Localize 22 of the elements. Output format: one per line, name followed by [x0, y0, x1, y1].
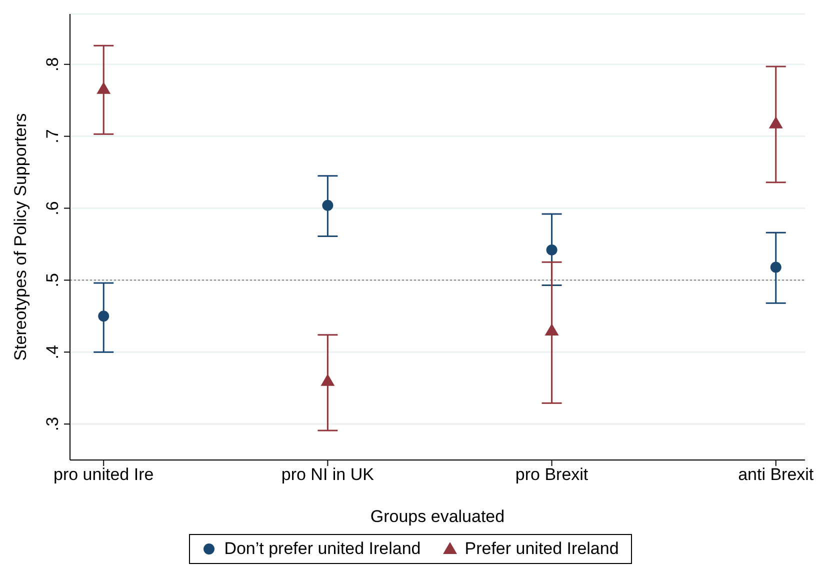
- point: [546, 244, 558, 256]
- point: [768, 116, 783, 128]
- y-tick-label: .6: [43, 201, 62, 216]
- y-tick-label: .8: [43, 57, 62, 72]
- x-tick-label: anti Brexit: [738, 465, 814, 484]
- point: [320, 374, 335, 386]
- y-tick-label: .4: [43, 345, 62, 360]
- point: [96, 82, 111, 94]
- point: [544, 324, 559, 336]
- x-axis-title: Groups evaluated: [370, 507, 505, 526]
- legend-label: Don’t prefer united Ireland: [224, 539, 421, 559]
- x-tick-label: pro united Ire: [54, 465, 154, 484]
- y-tick-label: .3: [43, 416, 62, 432]
- y-tick-label: .7: [43, 129, 62, 144]
- legend-label: Prefer united Ireland: [464, 539, 619, 559]
- point: [98, 310, 110, 322]
- y-tick-label: .5: [43, 273, 62, 288]
- y-axis-title: Stereotypes of Policy Supporters: [11, 113, 30, 361]
- point: [770, 262, 782, 273]
- point: [322, 200, 334, 211]
- x-tick-label: pro Brexit: [515, 465, 588, 484]
- x-tick-label: pro NI in UK: [281, 465, 375, 484]
